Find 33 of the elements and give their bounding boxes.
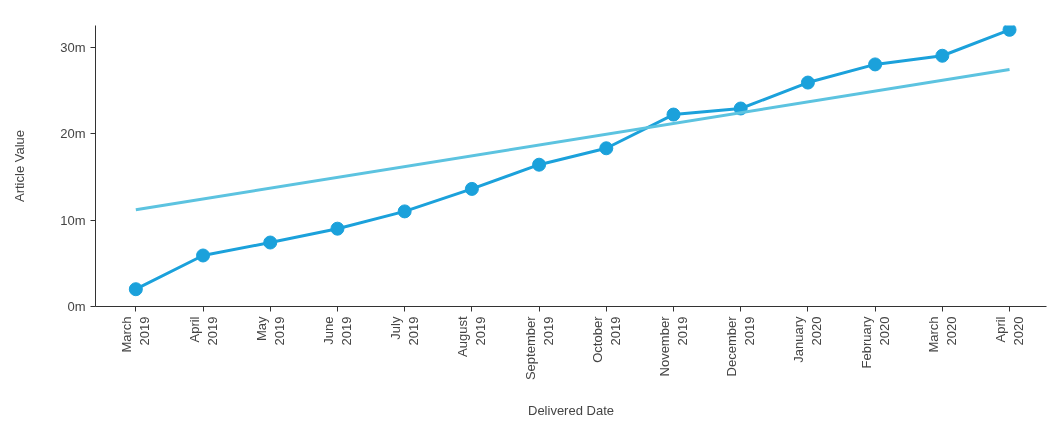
x-axis-title: Delivered Date bbox=[528, 403, 615, 419]
point bbox=[196, 248, 211, 263]
x-tick-label: June 2019 bbox=[320, 316, 354, 346]
x-tick-label: September 2019 bbox=[522, 315, 556, 381]
x-tick-label: May 2019 bbox=[253, 316, 287, 346]
point bbox=[666, 107, 681, 122]
point bbox=[464, 181, 479, 196]
point bbox=[935, 48, 950, 63]
x-tick-label: January 2020 bbox=[791, 316, 825, 363]
x-tick-label: March 2019 bbox=[119, 316, 153, 353]
x-tick-label: October 2019 bbox=[589, 315, 623, 363]
y-tick-label: 10m bbox=[60, 212, 86, 228]
point bbox=[868, 57, 883, 72]
y-axis-title: Article Value bbox=[12, 129, 28, 203]
y-tick-label: 20m bbox=[60, 126, 86, 142]
y-tick-label: 0m bbox=[67, 299, 86, 314]
x-tick-label: April 2019 bbox=[186, 316, 220, 346]
x-tick-label: April 2020 bbox=[993, 316, 1027, 346]
point bbox=[532, 157, 547, 172]
point bbox=[128, 282, 143, 297]
x-tick-label: March 2020 bbox=[925, 316, 959, 353]
x-tick-label: December 2019 bbox=[724, 315, 758, 377]
x-tick-label: August 2019 bbox=[455, 316, 489, 357]
x-tick-label: February 2020 bbox=[858, 316, 892, 369]
point bbox=[599, 141, 614, 156]
x-tick-label: July 2019 bbox=[388, 316, 422, 346]
point bbox=[263, 235, 278, 250]
y-tick-label: 30m bbox=[60, 39, 86, 55]
point bbox=[330, 221, 345, 236]
x-tick-label: November 2019 bbox=[656, 315, 690, 377]
point bbox=[1002, 25, 1017, 37]
point bbox=[397, 204, 412, 219]
point bbox=[800, 75, 815, 90]
